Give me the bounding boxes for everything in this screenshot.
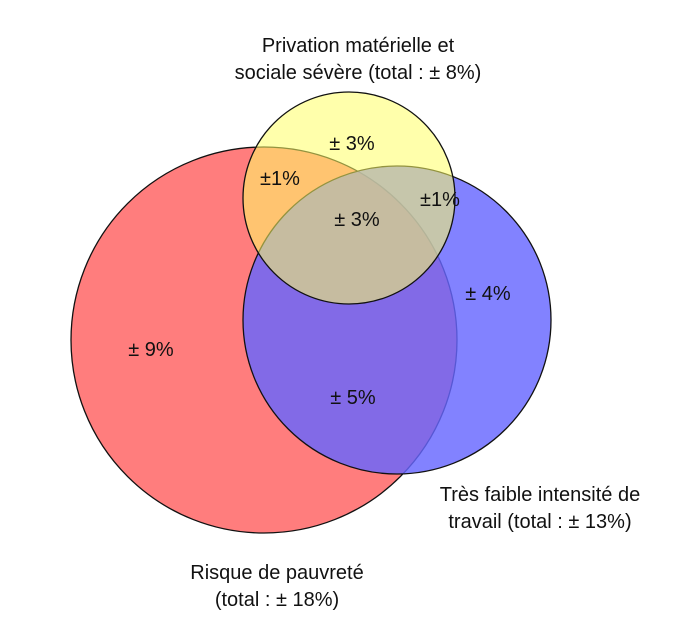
poverty-title-line2: (total : ± 18%) [215,589,339,611]
deprivation-title-line2: sociale sévère (total : ± 8%) [235,62,482,84]
region-label-poverty-deprivation: ±1% [260,168,300,190]
deprivation-title-line1: Privation matérielle et [262,35,455,57]
region-label-poverty-work: ± 5% [330,387,376,409]
region-label-deprivation-work: ±1% [420,189,460,211]
work-intensity-title-line2: travail (total : ± 13%) [448,511,631,533]
region-label-all-three: ± 3% [334,209,380,231]
region-label-work-only: ± 4% [465,283,511,305]
region-label-poverty-only: ± 9% [128,339,174,361]
poverty-title-line1: Risque de pauvreté [190,562,363,584]
work-intensity-title-line1: Très faible intensité de [440,484,640,506]
deprivation-circle [242,91,456,305]
region-label-deprivation-only: ± 3% [329,133,375,155]
